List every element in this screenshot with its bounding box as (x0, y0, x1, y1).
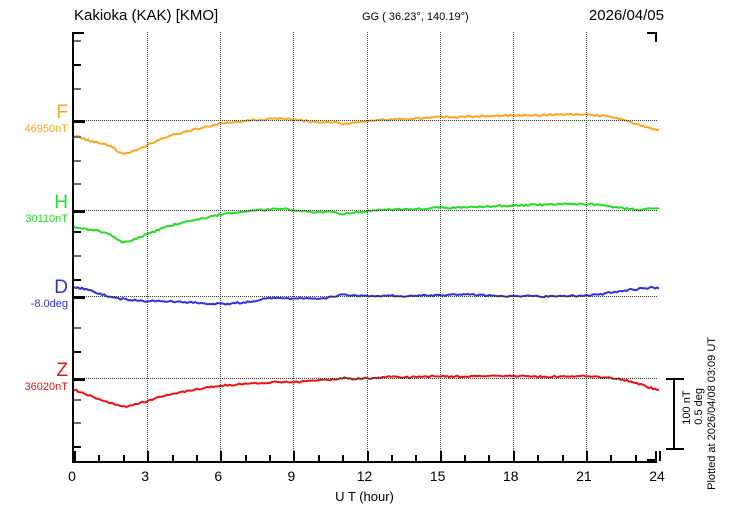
y-tick (74, 422, 81, 424)
component-baseline-D: -8.0deg (2, 298, 68, 311)
y-tick (74, 279, 81, 281)
baseline-Z (74, 378, 657, 379)
component-baseline-Z: 36020nT (2, 381, 68, 394)
x-tick-18 (513, 451, 515, 461)
x-tick-22 (610, 455, 612, 461)
gridline-hour-9 (293, 32, 294, 461)
scale-deg: 0.5 deg (693, 388, 705, 425)
y-tick (74, 40, 81, 42)
x-tick-3 (147, 451, 149, 461)
y-tick (74, 88, 81, 90)
observation-date: 2026/04/05 (589, 7, 664, 24)
baseline-F (74, 120, 657, 121)
x-tick-label-9: 9 (287, 468, 295, 484)
x-tick-21 (586, 451, 588, 461)
x-tick-7 (245, 455, 247, 461)
scale-bar (673, 378, 675, 450)
y-tick (74, 255, 81, 257)
y-tick (74, 399, 81, 401)
scale-bar-cap-bottom (666, 448, 684, 450)
y-tick (74, 351, 81, 353)
scale-bar-cap-top (666, 378, 684, 380)
x-tick-23 (635, 455, 637, 461)
x-tick-label-3: 3 (141, 468, 149, 484)
y-tick (74, 231, 81, 233)
y-tick (74, 210, 85, 213)
y-tick (74, 446, 81, 448)
x-tick-15 (440, 451, 442, 461)
x-tick-10 (318, 455, 320, 461)
x-tick-label-21: 21 (576, 468, 592, 484)
x-tick-5 (196, 455, 198, 461)
x-tick-9 (293, 451, 295, 461)
station-title: Kakioka (KAK) [KMO] (74, 7, 218, 24)
y-tick (74, 136, 81, 138)
y-tick (74, 160, 81, 162)
y-tick (74, 296, 85, 299)
gridline-hour-21 (586, 32, 587, 461)
y-tick (74, 327, 81, 329)
component-label-H: H 30110nT (2, 193, 68, 226)
component-label-F: F 46950nT (2, 103, 68, 136)
scale-nt: 100 nT (681, 390, 693, 424)
x-tick-label-15: 15 (430, 468, 446, 484)
scale-bar-caption: 100 nT 0.5 deg (681, 388, 705, 425)
component-baseline-H: 30110nT (2, 213, 68, 226)
x-tick-4 (172, 455, 174, 461)
magnetogram-page: Kakioka (KAK) [KMO] GG ( 36.23°, 140.19°… (0, 0, 730, 520)
baseline-D (74, 296, 657, 297)
frame-corner-top-right (647, 32, 657, 42)
x-tick-16 (464, 455, 466, 461)
x-tick-label-0: 0 (68, 468, 76, 484)
component-baseline-F: 46950nT (2, 123, 68, 136)
component-symbol-F: F (2, 103, 68, 123)
y-tick (74, 120, 85, 123)
x-tick-12 (367, 451, 369, 461)
x-tick-14 (415, 455, 417, 461)
x-tick-label-24: 24 (649, 468, 665, 484)
x-tick-17 (488, 455, 490, 461)
x-tick-8 (269, 455, 271, 461)
gridline-hour-6 (220, 32, 221, 461)
gridline-hour-12 (367, 32, 368, 461)
component-label-Z: Z 36020nT (2, 361, 68, 394)
x-tick-11 (342, 455, 344, 461)
x-tick-label-18: 18 (503, 468, 519, 484)
x-axis-title: U T (hour) (72, 489, 657, 504)
x-tick-19 (537, 455, 539, 461)
gridline-hour-3 (147, 32, 148, 461)
x-tick-13 (391, 455, 393, 461)
gridline-hour-18 (513, 32, 514, 461)
x-tick-label-12: 12 (357, 468, 373, 484)
component-label-D: D -8.0deg (2, 278, 68, 311)
magnetogram-plot-area (72, 32, 657, 463)
component-symbol-D: D (2, 278, 68, 298)
x-tick-20 (562, 455, 564, 461)
frame-corner-bottom-right (647, 451, 657, 461)
x-tick-1 (98, 455, 100, 461)
x-tick-24 (659, 451, 661, 461)
y-tick (74, 64, 81, 66)
component-symbol-Z: Z (2, 361, 68, 381)
y-tick (74, 378, 85, 381)
plotted-timestamp: Plotted at 2026/04/08 03:09 UT (706, 337, 718, 490)
component-symbol-H: H (2, 193, 68, 213)
y-tick (74, 183, 81, 185)
x-tick-0 (74, 451, 76, 461)
x-tick-6 (220, 451, 222, 461)
x-tick-2 (123, 455, 125, 461)
gridline-hour-15 (440, 32, 441, 461)
baseline-H (74, 210, 657, 211)
x-tick-label-6: 6 (214, 468, 222, 484)
geographic-coordinates: GG ( 36.23°, 140.19°) (362, 11, 469, 23)
